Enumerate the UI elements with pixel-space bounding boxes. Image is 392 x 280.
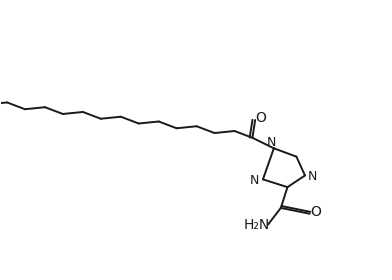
Text: N: N	[267, 136, 276, 149]
Text: H₂N: H₂N	[244, 218, 270, 232]
Text: N: N	[250, 174, 259, 187]
Text: N: N	[308, 170, 318, 183]
Text: O: O	[310, 205, 321, 219]
Text: O: O	[255, 111, 266, 125]
